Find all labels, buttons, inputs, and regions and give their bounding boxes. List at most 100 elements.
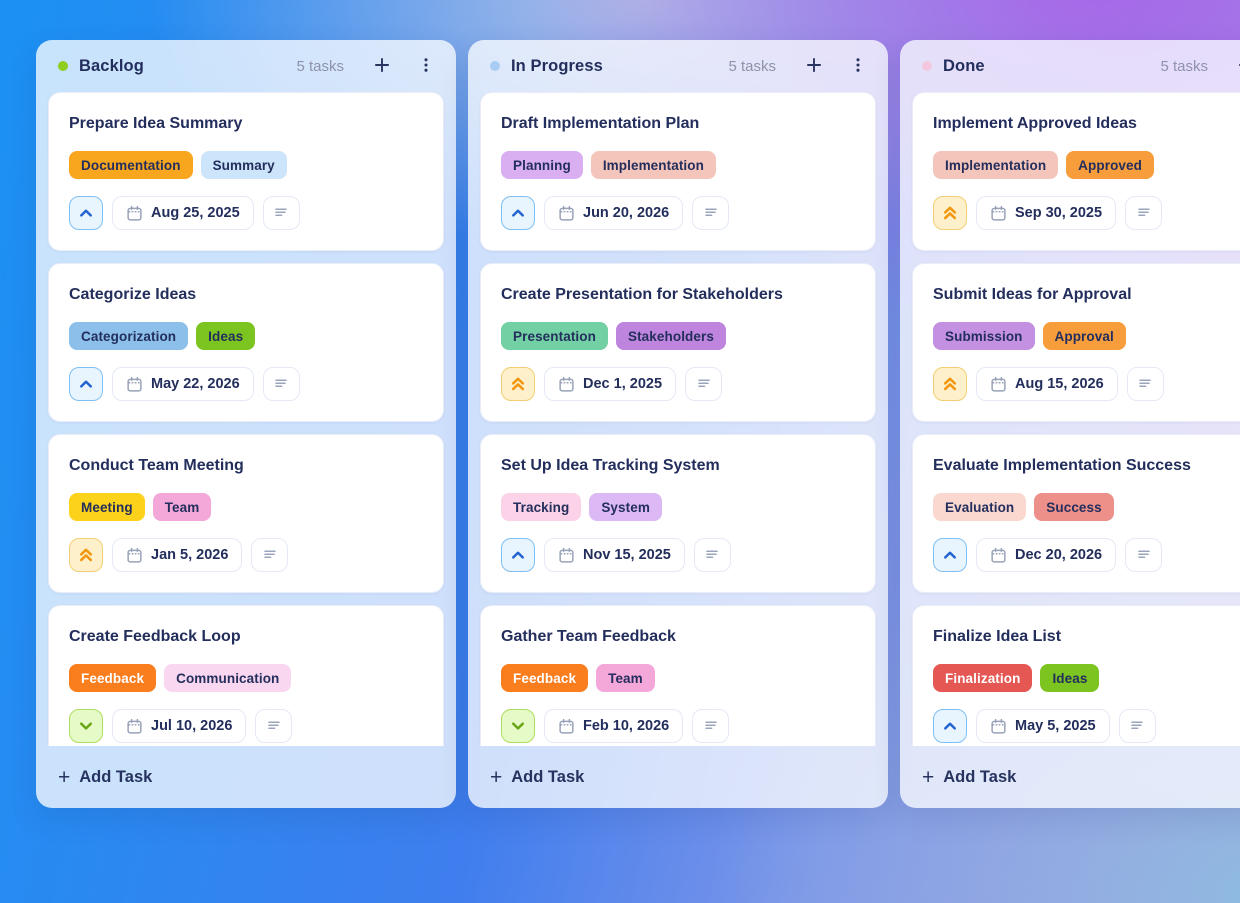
due-date-chip[interactable]: May 22, 2026 — [112, 367, 254, 401]
task-card[interactable]: Categorize Ideas Categorization Ideas May… — [48, 263, 444, 422]
priority-button[interactable] — [69, 538, 103, 572]
description-button[interactable] — [693, 538, 731, 572]
add-card-button[interactable] — [369, 52, 395, 81]
description-button[interactable] — [692, 709, 730, 743]
column-task-count: 5 tasks — [728, 57, 776, 75]
due-date-chip[interactable]: May 5, 2025 — [976, 709, 1110, 743]
due-date-chip[interactable]: Jan 5, 2026 — [112, 538, 243, 572]
card-list: Prepare Idea Summary Documentation Summar… — [36, 92, 456, 746]
calendar-icon — [558, 718, 575, 735]
description-icon — [1136, 546, 1152, 565]
chevrons-up-icon — [509, 375, 527, 393]
add-task-label: Add Task — [511, 767, 585, 786]
due-date-chip[interactable]: Jun 20, 2026 — [544, 196, 684, 230]
priority-button[interactable] — [933, 709, 967, 743]
description-button[interactable] — [1125, 538, 1163, 572]
card-meta: May 5, 2025 — [933, 709, 1240, 743]
task-title: Conduct Team Meeting — [69, 457, 244, 474]
task-card[interactable]: Finalize Idea List Finalization Ideas May… — [912, 605, 1240, 746]
add-task-button[interactable]: + Add Task — [490, 767, 584, 788]
chevron-up-icon — [941, 546, 959, 564]
tag-pill: Submission — [933, 322, 1035, 350]
card-meta: Aug 25, 2025 — [69, 196, 423, 230]
description-button[interactable] — [1118, 709, 1156, 743]
description-button[interactable] — [692, 196, 730, 230]
tag-pill: Approved — [1066, 151, 1154, 179]
task-card[interactable]: Conduct Team Meeting Meeting Team Jan 5, … — [48, 434, 444, 593]
tag-list: Feedback Team — [501, 664, 855, 692]
chevron-down-icon — [77, 717, 95, 735]
due-date-chip[interactable]: Nov 15, 2025 — [544, 538, 685, 572]
description-button[interactable] — [685, 367, 723, 401]
description-icon — [1129, 717, 1145, 736]
priority-button[interactable] — [501, 538, 535, 572]
tag-list: Evaluation Success — [933, 493, 1240, 521]
tag-list: Presentation Stakeholders — [501, 322, 855, 350]
kanban-column: Backlog 5 tasks Prepare Idea Summary Do — [36, 40, 456, 808]
due-date-text: Aug 15, 2026 — [1015, 376, 1104, 392]
description-button[interactable] — [251, 538, 289, 572]
tag-list: Documentation Summary — [69, 151, 423, 179]
priority-button[interactable] — [501, 196, 535, 230]
column-footer: + Add Task — [36, 746, 456, 808]
tag-list: Tracking System — [501, 493, 855, 521]
description-icon — [273, 204, 289, 223]
tag-pill: Tracking — [501, 493, 582, 521]
due-date-chip[interactable]: Dec 1, 2025 — [544, 367, 677, 401]
task-card[interactable]: Prepare Idea Summary Documentation Summar… — [48, 92, 444, 251]
due-date-chip[interactable]: Sep 30, 2025 — [976, 196, 1117, 230]
tag-pill: Presentation — [501, 322, 608, 350]
tag-pill: Planning — [501, 151, 583, 179]
description-button[interactable] — [1125, 196, 1163, 230]
due-date-chip[interactable]: Aug 15, 2026 — [976, 367, 1118, 401]
task-title: Draft Implementation Plan — [501, 115, 700, 132]
kanban-column: Done 5 tasks Implement Approved Ideas I — [900, 40, 1240, 808]
due-date-text: May 5, 2025 — [1015, 718, 1096, 734]
description-button[interactable] — [262, 196, 300, 230]
due-date-chip[interactable]: Aug 25, 2025 — [112, 196, 254, 230]
task-card[interactable]: Submit Ideas for Approval Submission Appr… — [912, 263, 1240, 422]
add-task-button[interactable]: + Add Task — [58, 767, 152, 788]
priority-button[interactable] — [933, 538, 967, 572]
add-card-button[interactable] — [801, 52, 827, 81]
tag-list: Categorization Ideas — [69, 322, 423, 350]
description-button[interactable] — [262, 367, 300, 401]
description-icon — [266, 717, 282, 736]
task-card[interactable]: Set Up Idea Tracking System Tracking Syst… — [480, 434, 876, 593]
chevrons-up-icon — [941, 204, 959, 222]
priority-button[interactable] — [69, 709, 103, 743]
task-title: Prepare Idea Summary — [69, 115, 243, 132]
due-date-text: Nov 15, 2025 — [583, 547, 671, 563]
column-footer: + Add Task — [468, 746, 888, 808]
description-button[interactable] — [255, 709, 293, 743]
due-date-chip[interactable]: Dec 20, 2026 — [976, 538, 1117, 572]
task-card[interactable]: Evaluate Implementation Success Evaluati… — [912, 434, 1240, 593]
description-icon — [1137, 375, 1153, 394]
tag-pill: Approval — [1042, 322, 1126, 350]
priority-button[interactable] — [69, 367, 103, 401]
priority-button[interactable] — [933, 196, 967, 230]
add-card-button[interactable] — [1233, 52, 1240, 81]
column-title: Backlog — [79, 56, 144, 75]
priority-button[interactable] — [501, 709, 535, 743]
column-menu-button[interactable] — [414, 52, 438, 81]
priority-button[interactable] — [69, 196, 103, 230]
task-card[interactable]: Gather Team Feedback Feedback Team Feb 10… — [480, 605, 876, 746]
tag-list: Meeting Team — [69, 493, 423, 521]
calendar-icon — [126, 547, 143, 564]
tag-pill: Team — [596, 664, 655, 692]
task-card[interactable]: Implement Approved Ideas Implementation A… — [912, 92, 1240, 251]
task-card[interactable]: Create Presentation for Stakeholders Pre… — [480, 263, 876, 422]
due-date-chip[interactable]: Feb 10, 2026 — [544, 709, 684, 743]
chevron-up-icon — [509, 546, 527, 564]
due-date-text: Jan 5, 2026 — [151, 547, 229, 563]
priority-button[interactable] — [501, 367, 535, 401]
column-menu-button[interactable] — [846, 52, 870, 81]
priority-button[interactable] — [933, 367, 967, 401]
description-button[interactable] — [1126, 367, 1164, 401]
add-task-button[interactable]: + Add Task — [922, 767, 1016, 788]
task-card[interactable]: Draft Implementation Plan Planning Implem… — [480, 92, 876, 251]
task-title: Create Feedback Loop — [69, 628, 241, 645]
due-date-chip[interactable]: Jul 10, 2026 — [112, 709, 247, 743]
task-card[interactable]: Create Feedback Loop Feedback Communicati… — [48, 605, 444, 746]
